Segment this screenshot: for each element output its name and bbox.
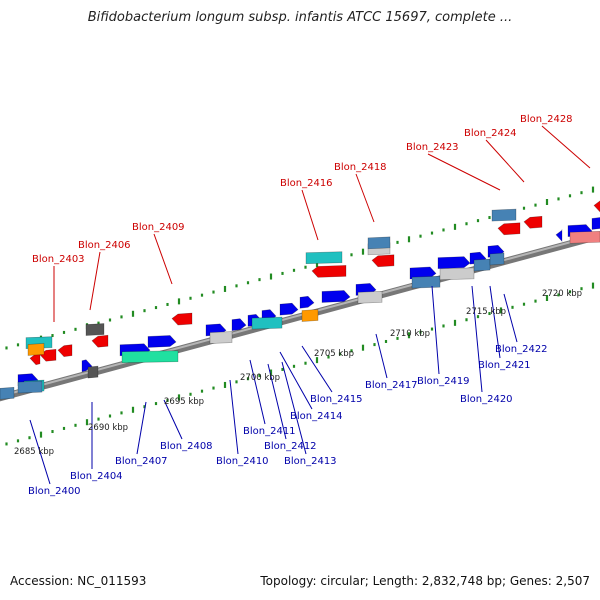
forward-gene-arrow (591, 217, 600, 230)
scale-tick-label: 2715 kbp (466, 307, 506, 317)
lower-gene-label: Blon_2410 (216, 456, 269, 467)
lower-label-leader (29, 419, 51, 485)
lower-gene-label: Blon_2413 (284, 456, 337, 467)
gene-feature-box (121, 350, 179, 364)
forward-gene-arrow (279, 302, 299, 316)
gene-feature-box (491, 208, 517, 222)
forward-gene-arrow (321, 290, 351, 303)
reverse-gene-arrow (57, 344, 73, 357)
upper-label-leader (355, 173, 375, 223)
forward-gene-arrow (409, 266, 437, 280)
gene-feature-box (357, 290, 383, 304)
gene-feature-box (367, 236, 391, 250)
upper-label-leader (541, 125, 591, 169)
scale-tick-label: 2690 kbp (88, 423, 128, 433)
lower-label-leader (503, 293, 518, 343)
gene-labels: Blon_2403Blon_2406Blon_2409Blon_2416Blon… (28, 114, 573, 497)
lower-gene-label: Blon_2408 (160, 441, 213, 452)
scale-tick-label: 2720 kbp (542, 289, 582, 299)
lower-label-leader (375, 333, 388, 379)
gene-feature-box (209, 331, 233, 344)
upper-label-leader (301, 189, 319, 241)
upper-gene-label: Blon_2409 (132, 222, 185, 233)
lower-gene-label: Blon_2404 (70, 471, 123, 482)
scale-tick-label: 2710 kbp (390, 329, 430, 339)
forward-gene-arrow (437, 256, 471, 269)
lower-label-leader (267, 363, 287, 440)
lower-label-leader (431, 285, 440, 375)
genome-summary-text: Topology: circular; Length: 2,832,748 bp… (260, 574, 590, 588)
upper-gene-label: Blon_2403 (32, 254, 85, 265)
lower-label-leader (136, 401, 147, 455)
reverse-gene-arrow (593, 200, 600, 213)
scale-tick-label: 2700 kbp (240, 373, 280, 383)
lower-gene-label: Blon_2407 (115, 456, 168, 467)
lower-label-leader (279, 351, 313, 410)
upper-label-leader (485, 139, 525, 183)
gene-feature-box (87, 365, 99, 379)
upper-gene-label: Blon_2428 (520, 114, 573, 125)
upper-gene-label: Blon_2418 (334, 162, 387, 173)
lower-label-leader (301, 345, 333, 393)
gene-feature-box (251, 316, 283, 330)
upper-gene-label: Blon_2406 (78, 240, 131, 251)
lower-gene-label: Blon_2411 (243, 426, 296, 437)
lower-label-leader (471, 285, 483, 393)
genome-title: Bifidobacterium longum subsp. infantis A… (87, 10, 513, 25)
gene-feature-box (439, 267, 475, 281)
reverse-gene-arrow (523, 215, 543, 229)
gene-feature-box (569, 230, 600, 244)
lower-label-leader (489, 285, 501, 359)
lower-gene-label: Blon_2417 (365, 380, 418, 391)
tick-labels: 2685 kbp 2690 kbp 2695 kbp 2700 kbp 2705 kbp… (14, 289, 582, 457)
upper-label-leader (153, 233, 173, 285)
upper-label-leader (427, 153, 501, 191)
label-leaders (29, 125, 591, 485)
gene-feature-box (0, 386, 15, 400)
lower-gene-label: Blon_2412 (264, 441, 317, 452)
lower-label-leader (163, 399, 183, 440)
forward-gene-arrow (231, 318, 247, 332)
lower-label-leader (249, 359, 266, 425)
reverse-gene-arrow (555, 229, 563, 243)
scale-tick-label: 2705 kbp (314, 349, 354, 359)
lower-gene-label: Blon_2414 (290, 411, 343, 422)
gene-feature-box (301, 309, 319, 322)
lower-gene-label: Blon_2421 (478, 360, 531, 371)
reverse-gene-arrow (171, 312, 193, 326)
lower-gene-label: Blon_2420 (460, 394, 513, 405)
upper-gene-label: Blon_2423 (406, 142, 459, 153)
upper-label-leader (89, 251, 101, 311)
reverse-gene-arrow (497, 222, 521, 236)
gene-feature-box (411, 275, 441, 289)
reverse-gene-arrow (91, 334, 109, 348)
forward-gene-arrow (299, 295, 315, 309)
upper-gene-label: Blon_2424 (464, 128, 517, 139)
lower-label-leader (229, 379, 239, 455)
gene-feature-box (27, 343, 45, 356)
scale-tick-label: 2695 kbp (164, 397, 204, 407)
gene-feature-box (85, 323, 105, 336)
gene-feature-box (305, 251, 343, 265)
forward-gene-arrow (147, 335, 177, 348)
reverse-gene-arrow (371, 254, 395, 268)
lower-label-leader (281, 361, 307, 455)
upper-gene-label: Blon_2416 (280, 178, 333, 189)
reverse-gene-arrow (311, 265, 347, 278)
gene-feature-box (17, 380, 43, 394)
gene-features (0, 200, 600, 400)
lower-gene-label: Blon_2419 (417, 376, 470, 387)
gene-feature-box (473, 258, 491, 272)
accession-text: Accession: NC_011593 (10, 574, 147, 588)
scale-tick-label: 2685 kbp (14, 447, 54, 457)
lower-gene-label: Blon_2400 (28, 486, 81, 497)
lower-gene-label: Blon_2422 (495, 344, 548, 355)
gene-feature-box (489, 252, 505, 266)
lower-gene-label: Blon_2415 (310, 394, 363, 405)
